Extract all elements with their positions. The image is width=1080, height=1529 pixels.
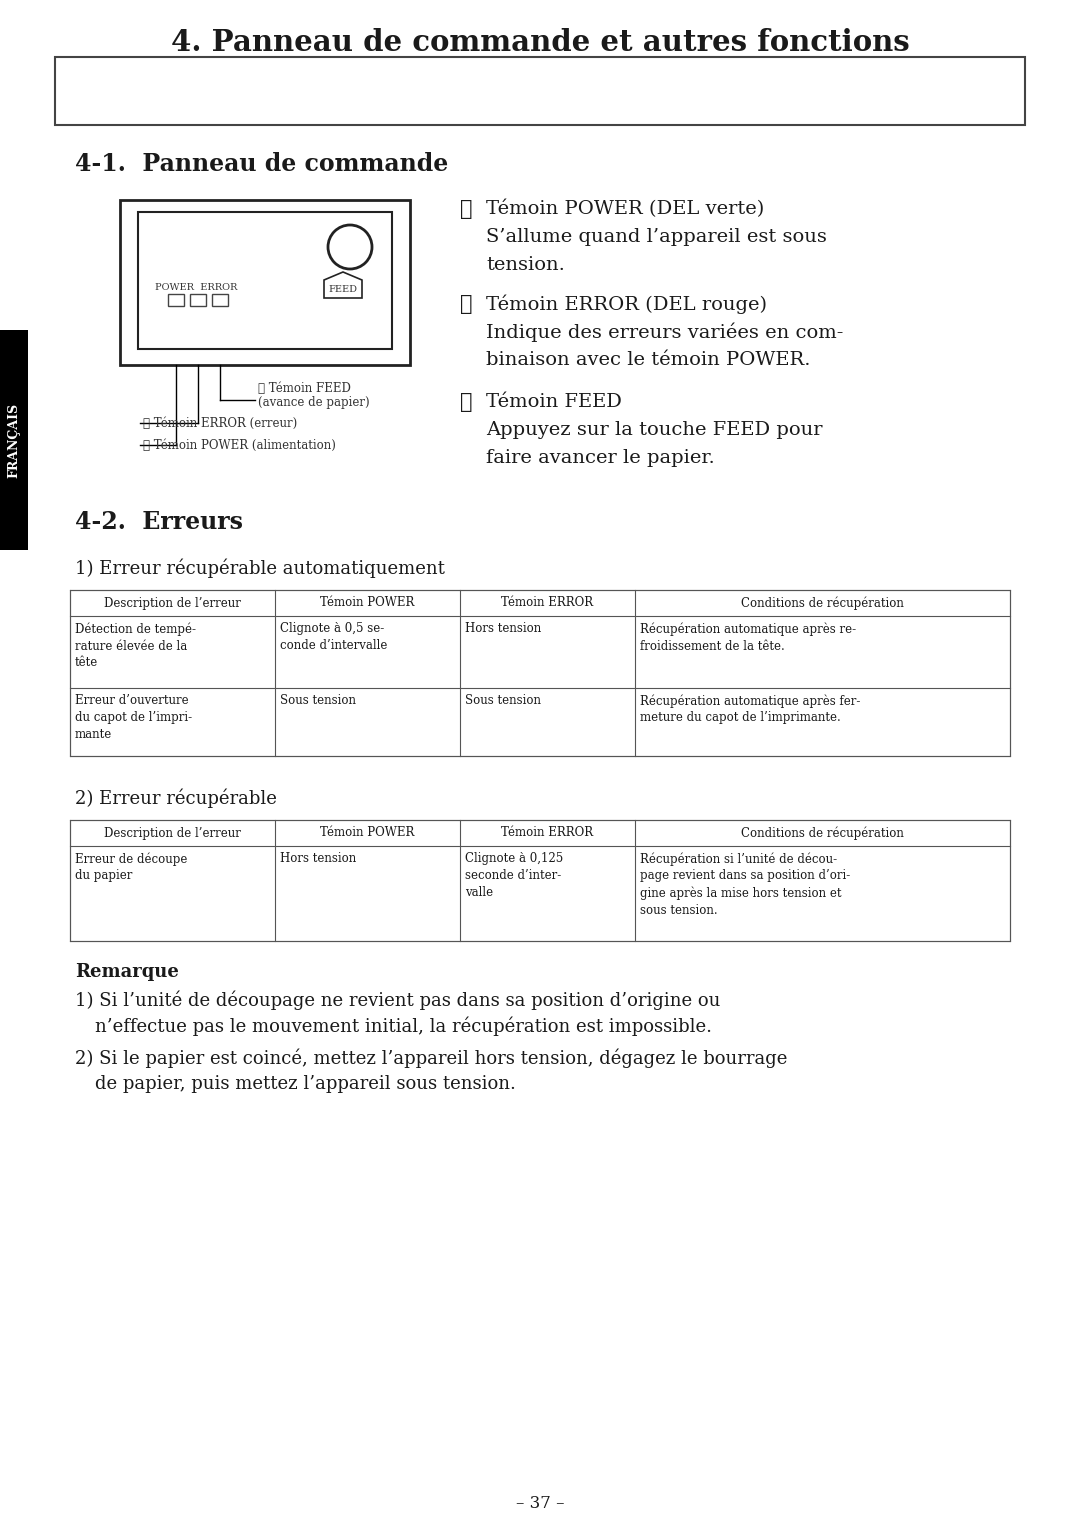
Text: Témoin POWER: Témoin POWER [321,596,415,610]
Text: 4-2.  Erreurs: 4-2. Erreurs [75,511,243,534]
Text: 2) Erreur récupérable: 2) Erreur récupérable [75,787,276,807]
Text: ③: ③ [460,393,473,411]
Text: S’allume quand l’appareil est sous: S’allume quand l’appareil est sous [486,228,827,246]
Text: Remarque: Remarque [75,963,179,982]
Text: 2) Si le papier est coincé, mettez l’appareil hors tension, dégagez le bourrage: 2) Si le papier est coincé, mettez l’app… [75,1049,787,1069]
Text: Récupération automatique après re-
froidissement de la tête.: Récupération automatique après re- froid… [640,622,856,653]
Text: Indique des erreurs variées en com-: Indique des erreurs variées en com- [486,323,843,342]
Bar [168,294,184,306]
Bar [0,330,28,550]
Text: ③ Témoin FEED: ③ Témoin FEED [258,382,351,394]
Text: Hors tension: Hors tension [280,852,356,865]
Text: faire avancer le papier.: faire avancer le papier. [486,450,715,466]
Text: Hors tension: Hors tension [465,622,541,635]
Text: Conditions de récupération: Conditions de récupération [741,596,904,610]
Text: Sous tension: Sous tension [465,694,541,706]
Text: ①: ① [460,200,473,219]
Text: (avance de papier): (avance de papier) [258,396,369,408]
Text: Appuyez sur la touche FEED pour: Appuyez sur la touche FEED pour [486,420,823,439]
Text: Clignote à 0,125
seconde d’inter-
valle: Clignote à 0,125 seconde d’inter- valle [465,852,564,899]
Text: Détection de tempé-
rature élevée de la
tête: Détection de tempé- rature élevée de la … [75,622,195,670]
Text: Erreur de découpe
du papier: Erreur de découpe du papier [75,852,187,882]
Text: Description de l’erreur: Description de l’erreur [104,596,241,610]
Text: – 37 –: – 37 – [516,1495,564,1512]
Text: Récupération automatique après fer-
meture du capot de l’imprimante.: Récupération automatique après fer- metu… [640,694,861,725]
Bar [212,294,228,306]
Text: Récupération si l’unité de décou-
page revient dans sa position d’ori-
gine aprè: Récupération si l’unité de décou- page r… [640,852,850,917]
Bar [70,820,1010,940]
Text: 4-1.  Panneau de commande: 4-1. Panneau de commande [75,151,448,176]
Text: binaison avec le témoin POWER.: binaison avec le témoin POWER. [486,352,810,368]
Text: POWER  ERROR: POWER ERROR [154,283,238,292]
Bar [70,590,1010,755]
Text: Témoin FEED: Témoin FEED [486,393,622,411]
Text: Témoin POWER (DEL verte): Témoin POWER (DEL verte) [486,200,765,219]
Bar [190,294,206,306]
Text: FRANÇAIS: FRANÇAIS [8,402,21,477]
Text: Erreur d’ouverture
du capot de l’impri-
mante: Erreur d’ouverture du capot de l’impri- … [75,694,192,742]
Text: 1) Si l’unité de découpage ne revient pas dans sa position d’origine ou: 1) Si l’unité de découpage ne revient pa… [75,991,720,1011]
Text: Témoin ERROR: Témoin ERROR [501,827,594,839]
Text: 1) Erreur récupérable automatiquement: 1) Erreur récupérable automatiquement [75,558,445,578]
Text: FEED: FEED [328,284,357,294]
Bar [55,57,1025,125]
Text: Conditions de récupération: Conditions de récupération [741,826,904,839]
Text: Témoin POWER: Témoin POWER [321,827,415,839]
Polygon shape [324,272,362,298]
Text: Témoin ERROR (DEL rouge): Témoin ERROR (DEL rouge) [486,295,767,315]
Text: Témoin ERROR: Témoin ERROR [501,596,594,610]
Text: Clignote à 0,5 se-
conde d’intervalle: Clignote à 0,5 se- conde d’intervalle [280,622,388,651]
Bar [138,213,392,349]
Text: ① Témoin POWER (alimentation): ① Témoin POWER (alimentation) [143,439,336,451]
Text: Description de l’erreur: Description de l’erreur [104,827,241,839]
Text: de papier, puis mettez l’appareil sous tension.: de papier, puis mettez l’appareil sous t… [95,1075,516,1093]
Text: ②: ② [460,295,473,313]
Text: tension.: tension. [486,255,565,274]
Text: Sous tension: Sous tension [280,694,356,706]
Text: n’effectue pas le mouvement initial, la récupération est impossible.: n’effectue pas le mouvement initial, la … [95,1017,712,1037]
Text: ② Témoin ERROR (erreur): ② Témoin ERROR (erreur) [143,416,297,430]
Bar [120,200,410,365]
Text: 4. Panneau de commande et autres fonctions: 4. Panneau de commande et autres fonctio… [171,28,909,57]
